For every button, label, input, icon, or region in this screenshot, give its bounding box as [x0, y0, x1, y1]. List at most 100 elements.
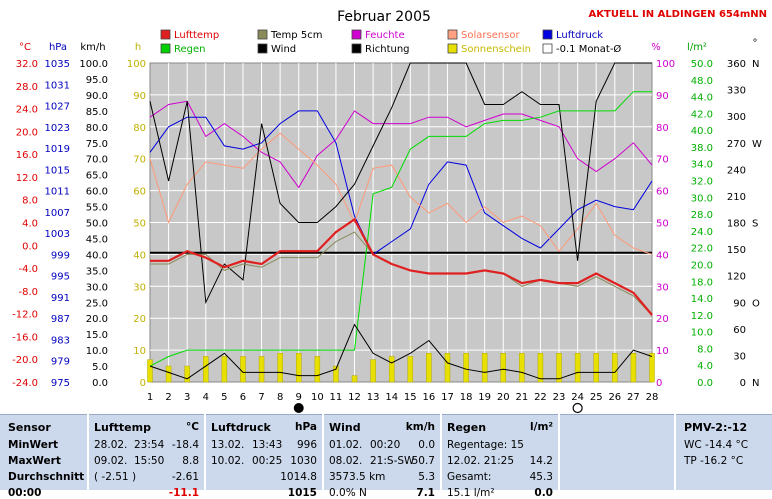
luftdruck-header: Luftdruck [211, 421, 271, 434]
series-line-richtung [149, 62, 652, 305]
lufttemp-min-date: 28.02. [94, 439, 128, 451]
pmv-panel: PMV-2:-12 WC -14.4 °C TP -16.2 °C [676, 414, 772, 490]
pressure-unit: hPa [49, 42, 67, 53]
sunshine-bar [519, 353, 525, 383]
x-tick-label: 14 [385, 392, 398, 403]
lufttemp-header: Lufttemp [94, 421, 151, 434]
sunshine-bar [370, 359, 376, 383]
wind-tick: 25.0 [86, 298, 108, 309]
pressure-tick: 1027 [45, 102, 70, 113]
sun-tick: 70 [133, 155, 146, 166]
rain-tick: 24.0 [691, 227, 713, 238]
wind-tick: 100.0 [79, 59, 108, 70]
pressure-tick: 1015 [45, 165, 70, 176]
legend-label: Wind [271, 44, 296, 55]
sensor-header: Sensor [8, 421, 51, 434]
regen-header: Regen [447, 421, 487, 434]
wind-tick: 55.0 [86, 203, 108, 214]
wind-tick: 0.0 [92, 378, 108, 389]
rain-tick: 14.0 [691, 294, 713, 305]
series-lines [149, 62, 653, 380]
luftdruck-min-date: 13.02. [211, 439, 245, 451]
wind-min-date: 01.02. [329, 439, 363, 451]
x-tick-label: 16 [423, 392, 436, 403]
x-tick-label: 15 [404, 392, 417, 403]
regen-row4-label: 15.1 l/m² [447, 487, 495, 499]
x-tick-label: 24 [571, 392, 584, 403]
lufttemp-avg-value: -2.61 [171, 471, 199, 483]
sunshine-bar [574, 353, 581, 383]
pressure-tick: 1007 [45, 208, 70, 219]
pressure-tick: 1031 [45, 80, 70, 91]
pressure-tick: 1003 [45, 229, 70, 240]
location-banner: AKTUELL IN ALDINGEN 654mNN [589, 9, 767, 20]
direction-letter: S [752, 219, 758, 230]
sunshine-bar [277, 353, 283, 383]
sun-unit: h [135, 42, 141, 53]
x-tick-label: 4 [203, 392, 209, 403]
sunshine-bar [444, 353, 451, 383]
wind-tick: 85.0 [86, 107, 108, 118]
pressure-tick: 1035 [45, 59, 70, 70]
pressure-tick: 1023 [45, 123, 70, 134]
rain-tick: 22.0 [691, 244, 713, 255]
direction-tick: 0 [740, 378, 746, 389]
sunshine-bar [221, 356, 228, 383]
luftdruck-max-time: 00:25 [252, 455, 283, 467]
pressure-tick: 999 [51, 250, 70, 261]
direction-tick: 180 [727, 219, 746, 230]
temp-tick: -20.0 [12, 355, 38, 366]
wind-tick: 20.0 [86, 314, 108, 325]
rain-tick: 8.0 [697, 344, 713, 355]
percent-tick: 40 [656, 250, 669, 261]
luftdruck-min-value: 996 [296, 439, 317, 451]
wind-unit: km/h [405, 421, 435, 433]
x-tick-label: 7 [258, 392, 264, 403]
sunshine-bar [463, 353, 469, 383]
series-line-lufttemp [150, 217, 653, 316]
pressure-tick: 991 [51, 293, 70, 304]
sunshine-bar [351, 375, 358, 383]
rain-unit: l/m² [687, 42, 707, 53]
rain-tick: 42.0 [691, 109, 713, 120]
percent-tick: 70 [656, 155, 669, 166]
wind-tick: 35.0 [86, 266, 108, 277]
rain-tick: 48.0 [691, 76, 713, 87]
wind-min-value: 0.0 [418, 439, 435, 451]
sunshine-bar [240, 356, 246, 383]
percent-unit: % [651, 42, 661, 53]
x-tick-label: 21 [515, 392, 528, 403]
direction-tick: 270 [727, 139, 746, 150]
pressure-tick: 995 [51, 272, 70, 283]
regen-row2-value: 14.2 [529, 455, 553, 467]
lufttemp-avg-note: ( -2.51 ) [94, 471, 137, 483]
luftdruck-unit: hPa [295, 421, 317, 433]
wind-tick: 65.0 [86, 171, 108, 182]
temp-tick: 12.0 [16, 173, 38, 184]
regen-unit: l/m² [530, 421, 553, 433]
sunshine-bar [203, 356, 209, 383]
legend-label: Solarsensor [461, 30, 521, 41]
chart-title-group: Februar 2005 AKTUELL IN ALDINGEN 654mNN [337, 9, 767, 25]
legend-swatch [447, 29, 458, 40]
wind-cut-value: 7.1 [416, 487, 435, 499]
wind-avg-value: 5.3 [418, 471, 435, 483]
direction-tick: 300 [727, 112, 746, 123]
wind-panel: Wind km/h 01.02. 00:20 0.0 08.02. 21:S-S… [324, 414, 440, 499]
sunshine-bar [333, 365, 339, 383]
legend-swatch [351, 29, 362, 40]
direction-unit: ° [753, 38, 758, 49]
sunshine-bar [593, 353, 599, 383]
lufttemp-cut-value: -11.1 [168, 487, 199, 499]
sensor-row-cut: 00:00 [8, 487, 42, 499]
sunshine-bar [426, 353, 432, 383]
sunshine-bar [500, 353, 507, 383]
wind-tick: 10.0 [86, 346, 108, 357]
sun-tick: 100 [127, 59, 146, 70]
x-tick-label: 12 [348, 392, 361, 403]
sun-tick: 90 [133, 91, 146, 102]
direction-letter: W [752, 139, 762, 150]
sunshine-bar [649, 353, 655, 383]
x-tick-label: 23 [553, 392, 566, 403]
direction-tick: 60 [733, 325, 746, 336]
